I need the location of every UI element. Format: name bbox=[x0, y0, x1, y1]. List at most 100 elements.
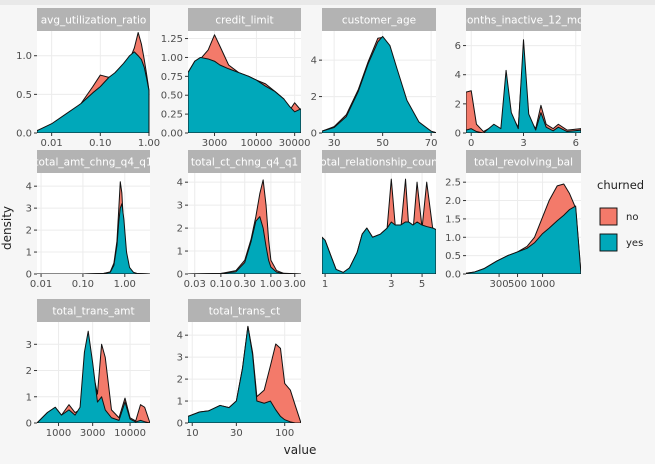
facet-panel: total_amt_chng_q4_q1 0.01 0.10 1.00 0 1 2 3 4 bbox=[26, 150, 152, 290]
density-area-yes bbox=[37, 203, 150, 274]
y-tick-label: 3 bbox=[177, 201, 183, 212]
facet-panel: customer_age 30 50 70 0 2 4 bbox=[311, 8, 438, 149]
facet-strip bbox=[37, 299, 150, 322]
y-tick-label: 1.0 bbox=[16, 51, 32, 62]
legend-swatch-no bbox=[599, 207, 618, 226]
x-tick-label: 10 bbox=[186, 428, 199, 439]
facet-title: total_amt_chng_q4_q1 bbox=[34, 157, 152, 169]
x-tick-label: 0.10 bbox=[89, 138, 111, 149]
y-tick-label: 0 bbox=[26, 270, 32, 281]
y-tick-label: 0 bbox=[311, 129, 317, 140]
density-areas bbox=[37, 181, 150, 274]
density-area-yes bbox=[188, 216, 301, 274]
x-tick-label: 1.00 bbox=[138, 138, 160, 149]
y-tick-label: 0.25 bbox=[161, 110, 183, 121]
facet-strip-clip: total_trans_amt bbox=[52, 306, 134, 318]
facet-strip bbox=[466, 8, 581, 31]
x-tick-label: 0.01 bbox=[41, 138, 63, 149]
y-tick-label: 6 bbox=[455, 41, 461, 52]
x-tick-label: 1000 bbox=[530, 279, 555, 290]
facet-title: total_revolving_bal bbox=[474, 157, 573, 169]
facet-strip bbox=[322, 150, 436, 173]
facet-title: customer_age bbox=[342, 15, 416, 27]
density-area-yes bbox=[37, 330, 150, 423]
density-areas bbox=[322, 178, 436, 274]
facet-panel: avg_utilization_ratio 0.01 0.10 1.00 0.0 0.5 1… bbox=[16, 8, 160, 149]
facet-strip-clip: total_revolving_bal bbox=[474, 157, 573, 169]
x-tick-label: 0.01 bbox=[30, 279, 52, 290]
density-area-yes bbox=[188, 56, 301, 133]
y-tick-label: 1.5 bbox=[445, 214, 461, 225]
facet-panel: credit_limit 3000 10000 30000 0.00 0.25 0.50 0.… bbox=[161, 8, 311, 149]
facet-title: total_trans_ct bbox=[209, 306, 280, 318]
facet-strip bbox=[466, 150, 581, 173]
x-tick-label: 0.03 bbox=[184, 279, 206, 290]
x-tick-label: 1.00 bbox=[260, 279, 282, 290]
y-tick-label: 2 bbox=[311, 92, 317, 103]
x-tick-label: 0.10 bbox=[210, 279, 232, 290]
y-tick-label: 2 bbox=[26, 226, 32, 237]
y-tick-label: 1.0 bbox=[445, 233, 461, 244]
facet-strip bbox=[322, 8, 436, 31]
x-tick-label: 0.30 bbox=[234, 279, 256, 290]
legend-label: yes bbox=[626, 238, 643, 249]
density-area-yes bbox=[37, 51, 150, 133]
y-tick-label: 1.00 bbox=[161, 53, 183, 64]
x-tick-label: 1000 bbox=[46, 428, 71, 439]
x-tick-label: 3 bbox=[388, 279, 394, 290]
x-tick-label: 5 bbox=[419, 279, 425, 290]
density-areas bbox=[188, 179, 301, 274]
facet-strip-clip: total_ct_chng_q4_q1 bbox=[191, 157, 298, 169]
facet-strip-clip: total_relationship_count bbox=[322, 157, 436, 169]
facet-strip-clip: total_amt_chng_q4_q1 bbox=[34, 157, 152, 169]
facet-strip bbox=[188, 150, 301, 173]
x-tick-label: 6 bbox=[573, 138, 579, 149]
x-tick-label: 10000 bbox=[241, 138, 273, 149]
y-tick-label: 2.0 bbox=[445, 196, 461, 207]
density-area-no bbox=[188, 179, 301, 274]
y-tick-label: 4 bbox=[26, 182, 32, 193]
facet-strip-clip: months_inactive_12_mon bbox=[466, 15, 581, 27]
x-tick-label: 0 bbox=[468, 138, 474, 149]
legend-label: no bbox=[626, 212, 638, 223]
y-tick-label: 2 bbox=[455, 99, 461, 110]
density-areas bbox=[37, 32, 150, 133]
facet-strip bbox=[188, 8, 301, 31]
facet-panel: total_trans_ct 10 30 100 0 1 2 3 4 bbox=[177, 299, 301, 439]
density-area-yes bbox=[322, 35, 436, 133]
y-tick-label: 4 bbox=[177, 331, 183, 342]
facet-panel: total_trans_amt 1000 3000 10000 0 1 2 3 bbox=[26, 299, 150, 439]
density-areas bbox=[466, 39, 581, 133]
density-area-yes bbox=[322, 221, 436, 274]
density-areas bbox=[322, 35, 436, 133]
x-tick-label: 100 bbox=[275, 428, 294, 439]
x-tick-label: 300 bbox=[490, 279, 509, 290]
y-tick-label: 1 bbox=[26, 392, 32, 403]
density-area-yes bbox=[466, 205, 581, 274]
facet-strip-clip: customer_age bbox=[342, 15, 416, 27]
x-tick-label: 70 bbox=[425, 138, 438, 149]
y-tick-label: 2 bbox=[177, 224, 183, 235]
y-tick-label: 0 bbox=[26, 419, 32, 430]
gridlines bbox=[188, 173, 301, 274]
density-areas bbox=[466, 183, 581, 274]
facet-strip-clip: total_trans_ct bbox=[209, 306, 280, 318]
x-tick-label: 500 bbox=[508, 279, 527, 290]
y-tick-label: 4 bbox=[177, 178, 183, 189]
y-tick-label: 2.5 bbox=[445, 178, 461, 189]
y-tick-label: 4 bbox=[311, 56, 317, 67]
y-tick-label: 0 bbox=[177, 270, 183, 281]
x-tick-label: 10000 bbox=[114, 428, 146, 439]
x-tick-label: 3000 bbox=[202, 138, 227, 149]
y-tick-label: 0.5 bbox=[16, 90, 32, 101]
density-areas bbox=[37, 330, 150, 423]
facet-strip bbox=[37, 150, 150, 173]
y-tick-label: 0.5 bbox=[445, 251, 461, 262]
x-tick-label: 30 bbox=[328, 138, 341, 149]
facet-panel: total_ct_chng_q4_q1 0.03 0.10 0.30 1.00 3.00 0… bbox=[177, 150, 306, 290]
x-tick-label: 3000 bbox=[80, 428, 105, 439]
facet-title: avg_utilization_ratio bbox=[41, 15, 147, 27]
y-tick-label: 1 bbox=[26, 248, 32, 259]
legend: churned no yes bbox=[597, 178, 644, 252]
x-tick-label: 30 bbox=[230, 428, 243, 439]
